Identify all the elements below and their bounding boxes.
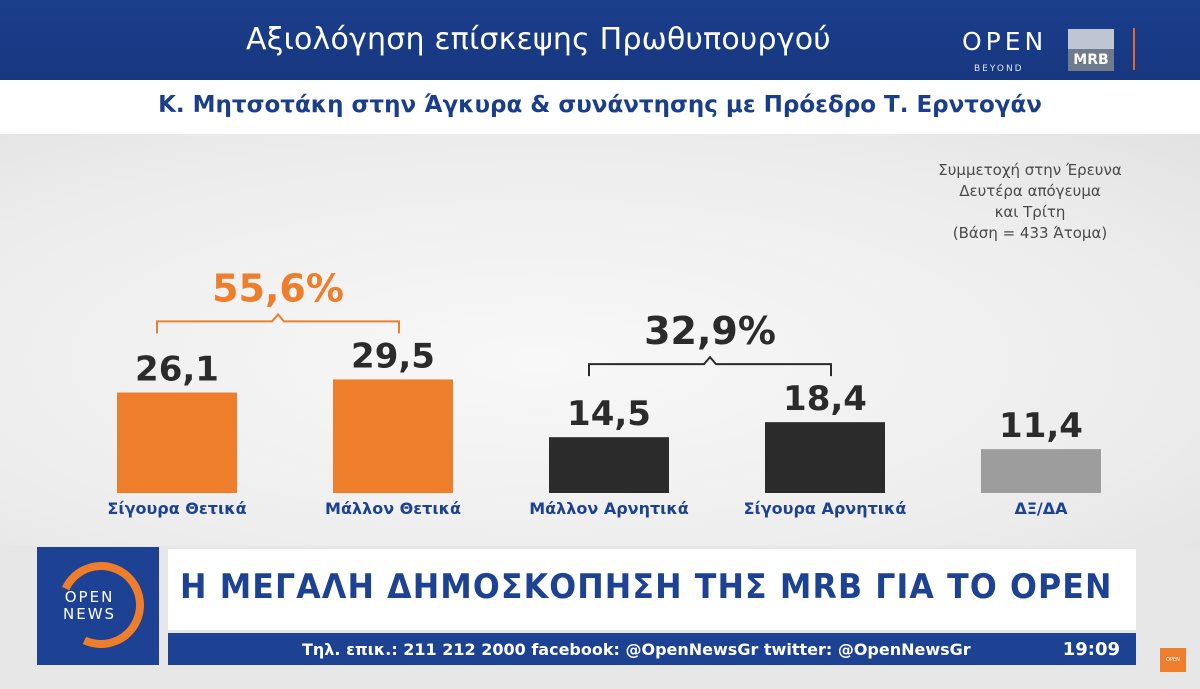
open-news-logo: OPEN NEWS [37,547,159,665]
headline-box: Η ΜΕΓΑΛΗ ΔΗΜΟΣΚΟΠΗΣΗ ΤΗΣ MRB ΓΙΑ ΤΟ OPEN [168,549,1136,630]
group-total-label: 55,6% [212,266,344,310]
category-label: Μάλλον Αρνητικά [529,499,689,518]
category-label: Σίγουρα Αρνητικά [744,499,907,518]
bar-value-label: 11,4 [999,406,1083,446]
sample-note-line: (Βάση = 433 Άτομα) [952,224,1108,242]
mrb-logo: MRB [1068,29,1114,71]
clock: 19:09 [1062,639,1120,660]
bar [549,437,669,493]
beyond-logo-text: BEYOND [974,64,1024,74]
subtitle-bar: Κ. Μητσοτάκη στην Άγκυρα & συνάντησης με… [0,80,1200,134]
group-bracket [588,355,832,377]
group-bracket [156,312,400,334]
sample-note: Συμμετοχή στην Έρευνα Δευτέρα απόγευμα κ… [900,160,1160,244]
headline-text: Η ΜΕΓΑΛΗ ΔΗΜΟΣΚΟΠΗΣΗ ΤΗΣ MRB ΓΙΑ ΤΟ OPEN [180,567,1113,607]
bar [117,392,237,493]
header-bar: Αξιολόγηση επίσκεψης Πρωθυπουργού OPEN B… [0,0,1200,80]
category-label: ΔΞ/ΔΑ [1014,499,1068,518]
bar [981,449,1101,493]
category-label: Σίγουρα Θετικά [107,499,246,518]
page-title: Αξιολόγηση επίσκεψης Πρωθυπουργού [246,22,831,57]
open-beyond-logo: OPEN BEYOND [962,27,1048,74]
bar-value-label: 26,1 [135,350,219,390]
category-label: Μάλλον Θετικά [325,499,461,518]
bar [333,379,453,493]
bar-value-label: 14,5 [567,394,651,434]
ticker-bar: Τηλ. επικ.: 211 212 2000 facebook: @Open… [168,633,1136,665]
bar-chart: 26,1 Σίγουρα Θετικά 29,5 Μάλλον Θετικά 14,5 Μ… [107,266,1101,518]
sample-note-line: Συμμετοχή στην Έρευνα [938,161,1122,179]
channel-corner-badge: OPEN [1160,648,1186,672]
bar [765,422,885,493]
logo-divider [1133,28,1135,70]
logo-line-open: OPEN [64,588,115,606]
bar-value-label: 29,5 [351,336,435,376]
bar-value-label: 18,4 [783,379,867,419]
logo-line-news: NEWS [63,605,117,623]
open-news-logo-text: OPEN NEWS [63,589,116,623]
open-logo-text: OPEN [962,27,1048,56]
group-total-label: 32,9% [644,309,776,353]
sample-note-line: και Τρίτη [994,203,1066,221]
page-subtitle: Κ. Μητσοτάκη στην Άγκυρα & συνάντησης με… [158,92,1042,118]
ticker-text: Τηλ. επικ.: 211 212 2000 facebook: @Open… [302,640,971,659]
sample-note-line: Δευτέρα απόγευμα [959,182,1101,200]
